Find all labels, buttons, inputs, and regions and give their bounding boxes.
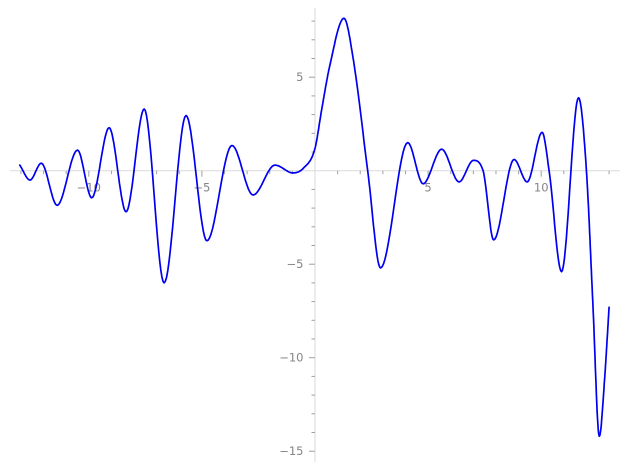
- function-curve: [18, 17, 610, 438]
- y-tick-label: −10: [279, 351, 303, 365]
- y-tick-label: 5: [296, 70, 303, 84]
- x-tick-label: 10: [534, 181, 549, 195]
- x-tick-label: 5: [424, 181, 431, 195]
- y-tick-label: −15: [279, 444, 303, 458]
- y-tick-label: −5: [287, 257, 304, 271]
- x-tick-label: −5: [193, 181, 210, 195]
